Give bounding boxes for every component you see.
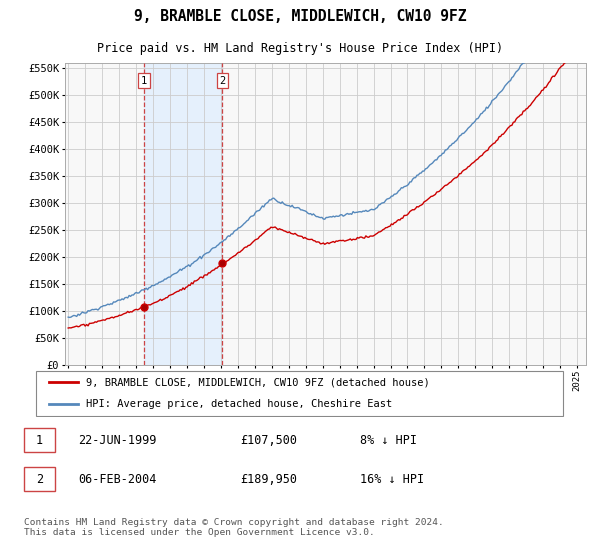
Text: Price paid vs. HM Land Registry's House Price Index (HPI): Price paid vs. HM Land Registry's House … — [97, 43, 503, 55]
Text: Contains HM Land Registry data © Crown copyright and database right 2024.
This d: Contains HM Land Registry data © Crown c… — [24, 517, 444, 537]
FancyBboxPatch shape — [24, 467, 55, 492]
Text: 1: 1 — [141, 76, 147, 86]
Text: 8% ↓ HPI: 8% ↓ HPI — [360, 434, 417, 447]
Text: 16% ↓ HPI: 16% ↓ HPI — [360, 473, 424, 486]
Text: £107,500: £107,500 — [240, 434, 297, 447]
Text: 2: 2 — [219, 76, 226, 86]
Text: 9, BRAMBLE CLOSE, MIDDLEWICH, CW10 9FZ: 9, BRAMBLE CLOSE, MIDDLEWICH, CW10 9FZ — [134, 9, 466, 24]
Text: HPI: Average price, detached house, Cheshire East: HPI: Average price, detached house, Ches… — [86, 399, 392, 409]
Text: 06-FEB-2004: 06-FEB-2004 — [78, 473, 157, 486]
FancyBboxPatch shape — [24, 428, 55, 452]
Text: 22-JUN-1999: 22-JUN-1999 — [78, 434, 157, 447]
Text: 2: 2 — [36, 473, 43, 486]
Text: £189,950: £189,950 — [240, 473, 297, 486]
Bar — [144, 63, 223, 365]
Text: 1: 1 — [36, 434, 43, 447]
Text: 9, BRAMBLE CLOSE, MIDDLEWICH, CW10 9FZ (detached house): 9, BRAMBLE CLOSE, MIDDLEWICH, CW10 9FZ (… — [86, 377, 430, 388]
FancyBboxPatch shape — [35, 371, 563, 416]
